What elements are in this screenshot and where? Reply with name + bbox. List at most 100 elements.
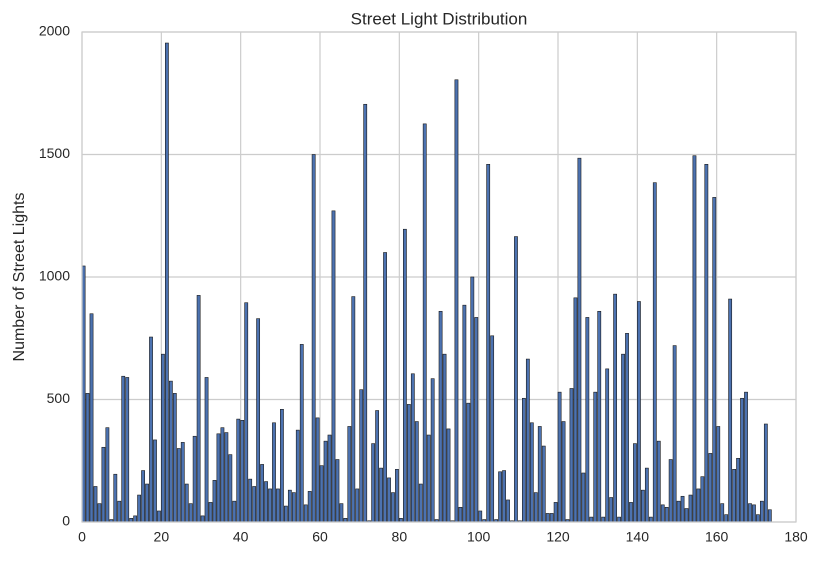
y-axis-label: Number of Street Lights (11, 193, 28, 362)
bar (371, 443, 376, 523)
x-tick-label: 0 (78, 529, 86, 545)
bar (204, 377, 209, 523)
bar (216, 433, 221, 523)
bar (732, 469, 737, 523)
bar (664, 506, 669, 523)
bar (569, 388, 574, 523)
bar (672, 345, 677, 523)
x-tick-label: 80 (392, 529, 408, 545)
bar (291, 492, 296, 523)
bar (101, 446, 106, 523)
bar (283, 505, 288, 523)
bar (601, 516, 606, 523)
bar (307, 491, 312, 523)
bar (470, 276, 475, 523)
bar (165, 42, 169, 523)
bar (763, 423, 768, 523)
bar (176, 448, 181, 523)
bar (351, 296, 356, 523)
bar (537, 426, 542, 523)
bar (375, 410, 380, 523)
bar (256, 318, 261, 523)
bar (363, 103, 368, 523)
bar (589, 516, 594, 523)
bar (93, 486, 98, 523)
x-tick-label: 100 (467, 529, 491, 545)
bar (323, 440, 328, 523)
bar (180, 442, 185, 523)
bar (272, 422, 276, 523)
bar (466, 402, 471, 523)
bar (640, 489, 645, 523)
bar (149, 336, 153, 523)
bar (557, 391, 562, 523)
bar (692, 155, 697, 523)
bar (422, 123, 427, 523)
bar (208, 502, 213, 523)
y-tick-label: 0 (62, 513, 70, 529)
bar (414, 421, 419, 523)
chart-title: Street Light Distribution (351, 9, 528, 28)
bar (577, 157, 582, 523)
bar (248, 478, 253, 523)
x-tick-label: 20 (154, 529, 170, 545)
x-tick-label: 40 (233, 529, 249, 545)
bar (767, 509, 772, 523)
bar (97, 503, 102, 523)
bar (593, 391, 598, 523)
bar (220, 427, 225, 523)
bar (85, 393, 90, 523)
bar (331, 210, 336, 523)
bar (597, 310, 602, 523)
x-tick-label: 180 (784, 529, 808, 545)
bar (625, 333, 629, 523)
bar (462, 304, 467, 523)
bar (157, 510, 161, 523)
bar (303, 504, 308, 523)
bar (295, 429, 300, 523)
bar (383, 252, 387, 523)
bar (200, 515, 205, 523)
bar (137, 494, 142, 523)
bar (502, 470, 506, 523)
y-tick-label: 500 (47, 390, 71, 406)
bar (533, 492, 538, 523)
bar (644, 467, 649, 523)
bar (188, 503, 193, 523)
bar (748, 503, 752, 523)
x-tick-label: 140 (626, 529, 650, 545)
bar (406, 404, 411, 523)
bar (545, 513, 550, 523)
bar (736, 457, 740, 523)
bar (633, 443, 637, 523)
bar (712, 197, 717, 523)
bar (287, 489, 292, 523)
bar (141, 470, 145, 523)
bar (609, 497, 614, 523)
bar (113, 473, 118, 523)
bar (529, 422, 534, 523)
bar (525, 358, 530, 523)
bar (327, 434, 332, 523)
bar (252, 486, 257, 523)
bar (228, 454, 233, 523)
bar (410, 373, 415, 523)
bar (355, 488, 360, 523)
bar (478, 510, 483, 523)
bar (454, 79, 459, 523)
bar (740, 397, 744, 523)
bar (744, 391, 748, 523)
bar (553, 502, 558, 523)
bar (280, 408, 284, 523)
bar (319, 465, 324, 523)
bar (339, 503, 344, 523)
bar (581, 472, 586, 523)
bar (395, 469, 399, 523)
bar (605, 368, 610, 523)
labels: 0 500 1000 1500 2000 0 20 40 60 80 100 120 140 160 180 (39, 23, 808, 545)
bar (276, 488, 280, 523)
bar (629, 502, 633, 523)
bar (125, 377, 130, 523)
bar (684, 508, 689, 523)
